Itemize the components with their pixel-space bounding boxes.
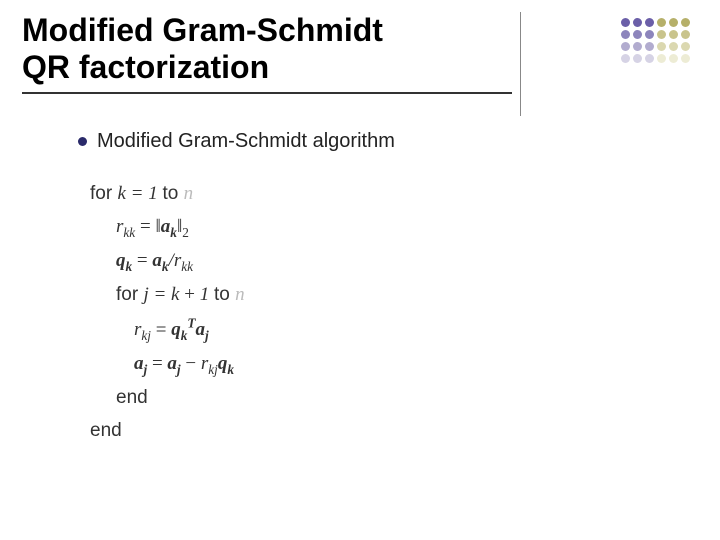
rkj-2: rkj: [201, 353, 218, 374]
ak-2: ak: [152, 250, 168, 271]
decoration-dot: [633, 30, 642, 39]
decoration-dot: [633, 18, 642, 27]
decoration-dot: [657, 42, 666, 51]
decoration-dot: [681, 18, 690, 27]
j-eq: j = k: [143, 284, 184, 305]
decoration-dot: [633, 54, 642, 63]
algorithm-block: for k = 1 to n rkk = ‖ak‖2 qk = ak/rkk f…: [78, 177, 395, 448]
title-line-2: QR factorization: [22, 49, 512, 86]
eq-2: =: [137, 250, 152, 271]
dot-row: [621, 30, 690, 39]
decoration-dot: [657, 30, 666, 39]
decoration-dot: [645, 30, 654, 39]
algo-line-for-j: for j = k + 1 to n: [78, 278, 395, 311]
decoration-dot: [669, 42, 678, 51]
for-keyword: for: [90, 183, 117, 204]
minus: −: [181, 353, 201, 374]
ak-1: ak: [161, 216, 177, 237]
decoration-dot: [657, 54, 666, 63]
bullet-text: Modified Gram-Schmidt algorithm: [97, 130, 395, 153]
decoration-dot: [621, 18, 630, 27]
rkj-var: rkj: [134, 319, 151, 340]
decoration-dot-grid: [621, 18, 690, 66]
decoration-dot: [669, 18, 678, 27]
decoration-dot: [669, 30, 678, 39]
eq-1: =: [140, 216, 155, 237]
decoration-dot: [681, 54, 690, 63]
decoration-dot: [645, 54, 654, 63]
qk-var: qk: [116, 250, 132, 271]
plus: +: [184, 284, 195, 305]
n-symbol: n: [184, 183, 194, 204]
decoration-dot: [645, 18, 654, 27]
decoration-dot: [633, 42, 642, 51]
algo-line-aj: aj = aj − rkjqk: [78, 347, 395, 381]
content-area: Modified Gram-Schmidt algorithm for k = …: [78, 130, 395, 448]
k-eq-1: k = 1: [117, 183, 157, 204]
algo-line-rkj: rkj = qkTaj: [78, 312, 395, 347]
eq-4: =: [152, 353, 167, 374]
rkk-var: rkk: [116, 216, 135, 237]
title-underline: [22, 92, 512, 94]
bullet-item: Modified Gram-Schmidt algorithm: [78, 130, 395, 153]
qk-2: qk: [218, 353, 234, 374]
algo-line-qk: qk = ak/rkk: [78, 244, 395, 278]
aj-lhs: aj: [134, 353, 147, 374]
decoration-dot: [621, 30, 630, 39]
decoration-dot: [645, 42, 654, 51]
one: 1: [195, 284, 209, 305]
decoration-dot: [681, 42, 690, 51]
to-keyword-2: to: [214, 284, 235, 305]
vertical-divider: [520, 12, 521, 116]
decoration-dot: [657, 18, 666, 27]
n-symbol-2: n: [235, 284, 245, 305]
bullet-icon: [78, 137, 87, 146]
decoration-dot: [669, 54, 678, 63]
for-keyword-2: for: [116, 284, 143, 305]
end-outer: end: [78, 414, 395, 447]
rkk-2: rkk: [174, 250, 193, 271]
dot-row: [621, 18, 690, 27]
eq-3: =: [156, 319, 171, 340]
algo-line-rkk: rkk = ‖ak‖2: [78, 210, 395, 244]
dot-row: [621, 42, 690, 51]
decoration-dot: [621, 42, 630, 51]
qkT: qkT: [171, 319, 195, 340]
decoration-dot: [621, 54, 630, 63]
title-line-1: Modified Gram-Schmidt: [22, 12, 512, 49]
norm-2: 2: [182, 225, 189, 240]
to-keyword: to: [162, 183, 183, 204]
decoration-dot: [681, 30, 690, 39]
aj-1: aj: [196, 319, 209, 340]
algo-line-for-k: for k = 1 to n: [78, 177, 395, 210]
slide-title-block: Modified Gram-Schmidt QR factorization: [22, 12, 512, 94]
dot-row: [621, 54, 690, 63]
aj-rhs: aj: [167, 353, 180, 374]
end-inner: end: [78, 381, 395, 414]
